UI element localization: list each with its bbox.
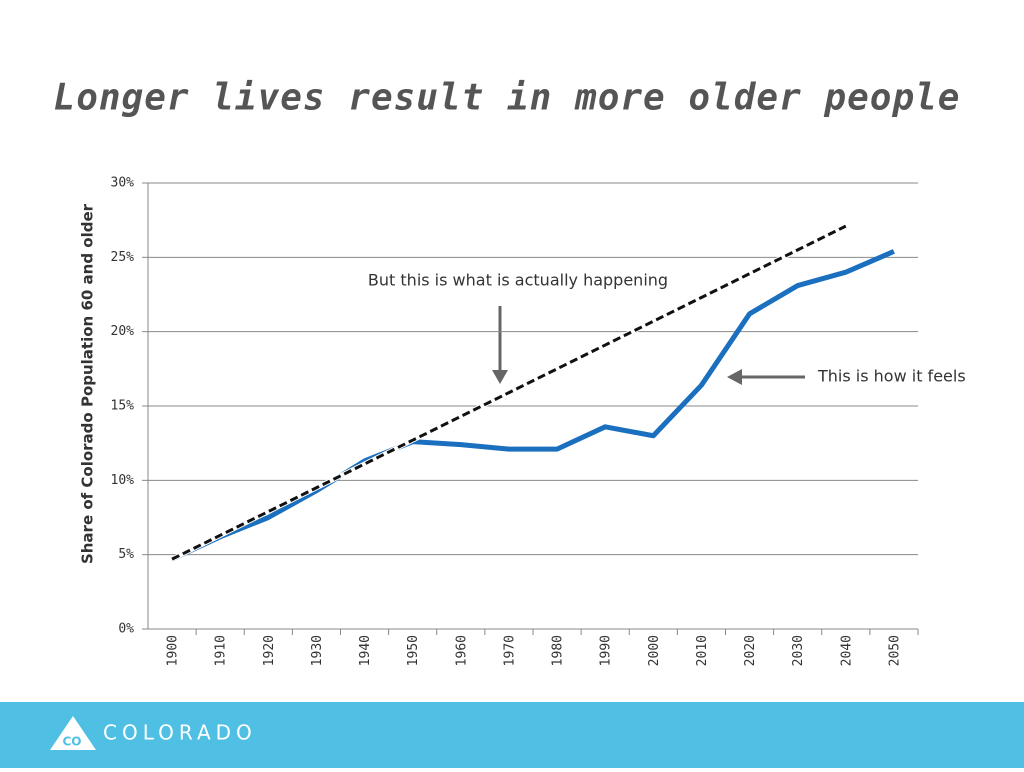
chart-title: Longer lives result in more older people — [54, 78, 961, 119]
annotation: This is how it feels — [817, 367, 966, 386]
y-tick-label: 25% — [111, 250, 135, 265]
y-tick-label: 20% — [111, 324, 135, 339]
y-axis-label: Share of Colorado Population 60 and olde… — [79, 203, 97, 564]
x-tick-label: 2050 — [887, 635, 902, 666]
y-tick-label: 30% — [111, 176, 135, 191]
x-tick-label: 2030 — [791, 635, 806, 666]
footer-band — [0, 702, 1024, 768]
x-tick-label: 2010 — [695, 635, 710, 666]
data-line — [171, 249, 895, 562]
x-tick-label: 2040 — [839, 635, 854, 666]
y-tick-label: 0% — [118, 622, 134, 637]
x-tick-label: 1940 — [358, 635, 373, 666]
y-tick-label: 15% — [111, 399, 135, 414]
x-tick-label: 2020 — [743, 635, 758, 666]
logo-mountain — [50, 716, 96, 750]
x-tick-label: 1990 — [599, 635, 614, 666]
logo-badge: CO — [62, 735, 81, 749]
arrow-head — [727, 369, 742, 385]
logo-text: COLORADO — [103, 721, 257, 745]
x-tick-label: 1980 — [551, 635, 566, 666]
x-tick-label: 1960 — [454, 635, 469, 666]
annotation: But this is what is actually happening — [368, 271, 668, 290]
x-tick-label: 1910 — [214, 635, 229, 666]
trend-line — [171, 224, 847, 561]
y-tick-label: 10% — [111, 473, 135, 488]
arrow-head — [492, 370, 508, 384]
y-tick-label: 5% — [118, 547, 134, 562]
x-tick-label: 1900 — [166, 635, 181, 666]
x-tick-label: 1930 — [310, 635, 325, 666]
x-tick-label: 2000 — [647, 635, 662, 666]
x-tick-label: 1950 — [406, 635, 421, 666]
x-tick-label: 1970 — [502, 635, 517, 666]
x-tick-label: 1920 — [262, 635, 277, 666]
plot: 0% 5% 10% 15% 20% 25% 30% 1900 1910 1920 1930 1940 1… — [111, 176, 919, 666]
